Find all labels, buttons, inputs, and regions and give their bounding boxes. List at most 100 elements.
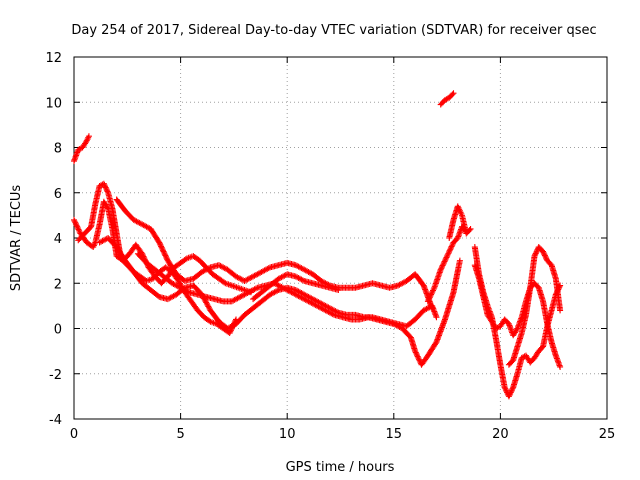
data-point xyxy=(102,184,109,191)
data-point xyxy=(543,255,550,262)
data-point xyxy=(85,133,92,140)
x-tick-label: 15 xyxy=(386,427,403,442)
data-point xyxy=(449,242,456,249)
data-point xyxy=(72,220,79,227)
data-point xyxy=(429,288,436,295)
series-track-9 xyxy=(437,90,457,108)
data-point xyxy=(428,290,435,297)
data-point xyxy=(198,291,205,298)
data-point xyxy=(441,258,448,265)
x-tick-label: 20 xyxy=(492,427,509,442)
data-point xyxy=(101,181,108,188)
data-point xyxy=(76,227,83,234)
data-point xyxy=(103,187,110,194)
data-point xyxy=(428,291,435,298)
data-point xyxy=(415,354,422,361)
data-point xyxy=(440,261,447,268)
data-point xyxy=(448,243,455,250)
data-point xyxy=(440,259,447,266)
data-point xyxy=(507,389,514,396)
data-point xyxy=(502,385,509,392)
data-point xyxy=(505,393,512,400)
data-point xyxy=(75,226,82,233)
series-track-1 xyxy=(71,133,92,165)
data-point xyxy=(201,296,208,303)
data-point xyxy=(513,326,520,333)
data-point xyxy=(425,296,432,303)
data-point xyxy=(508,386,515,393)
data-point xyxy=(201,295,208,302)
data-point xyxy=(557,363,564,370)
data-point xyxy=(439,262,446,269)
data-point xyxy=(202,298,209,305)
data-point xyxy=(200,294,207,301)
data-point xyxy=(161,249,168,256)
data-point xyxy=(156,240,163,247)
data-point xyxy=(412,348,419,355)
x-tick-label: 10 xyxy=(279,427,296,442)
data-point xyxy=(73,222,80,229)
data-point xyxy=(72,219,79,226)
chart-title: Day 254 of 2017, Sidereal Day-to-day VTE… xyxy=(71,23,596,38)
series-track-10 xyxy=(446,203,474,241)
data-point xyxy=(180,285,187,292)
series-track-13 xyxy=(505,244,564,368)
data-point xyxy=(532,250,539,257)
data-point xyxy=(204,302,211,309)
data-point xyxy=(531,253,538,260)
data-point xyxy=(199,292,206,299)
data-point xyxy=(160,248,167,255)
data-point xyxy=(432,340,439,347)
data-point xyxy=(438,263,445,270)
data-point xyxy=(532,251,539,258)
data-point xyxy=(415,356,422,363)
data-point xyxy=(412,349,419,356)
y-tick-label: -2 xyxy=(49,368,62,383)
series-track-2 xyxy=(71,198,254,296)
data-point xyxy=(506,392,513,399)
data-point xyxy=(446,247,453,254)
data-point xyxy=(426,294,433,301)
data-point xyxy=(542,253,549,260)
data-point xyxy=(437,266,444,273)
x-tick-label: 5 xyxy=(176,427,184,442)
data-point xyxy=(502,386,509,393)
data-point xyxy=(158,243,165,250)
data-point xyxy=(447,246,454,253)
data-point xyxy=(162,252,169,259)
y-tick-label: 8 xyxy=(54,142,62,157)
data-point xyxy=(333,308,340,315)
data-point xyxy=(533,249,540,256)
data-point xyxy=(265,265,272,272)
data-point xyxy=(159,245,166,252)
data-point xyxy=(274,287,281,294)
series-track-6 xyxy=(96,235,440,332)
data-point xyxy=(424,298,431,305)
data-point xyxy=(447,244,454,251)
data-point xyxy=(158,244,165,251)
data-point xyxy=(444,251,451,258)
data-point xyxy=(335,287,342,294)
x-tick-label: 25 xyxy=(599,427,616,442)
data-point xyxy=(252,285,259,292)
data-point xyxy=(156,239,163,246)
data-point xyxy=(205,303,212,310)
data-point xyxy=(103,185,110,192)
data-point xyxy=(540,248,547,255)
data-point xyxy=(157,242,164,249)
data-point xyxy=(446,249,453,256)
data-point xyxy=(557,307,564,314)
data-point xyxy=(71,216,77,223)
y-axis-label: SDTVAR / TECUs xyxy=(9,185,24,292)
data-point xyxy=(438,265,445,272)
data-point xyxy=(450,90,457,97)
data-point xyxy=(540,249,547,256)
data-point xyxy=(414,353,421,360)
data-points xyxy=(71,90,564,400)
data-point xyxy=(71,218,78,225)
data-point xyxy=(445,250,452,257)
data-point xyxy=(155,292,162,299)
data-point xyxy=(442,257,449,264)
data-point xyxy=(509,385,516,392)
